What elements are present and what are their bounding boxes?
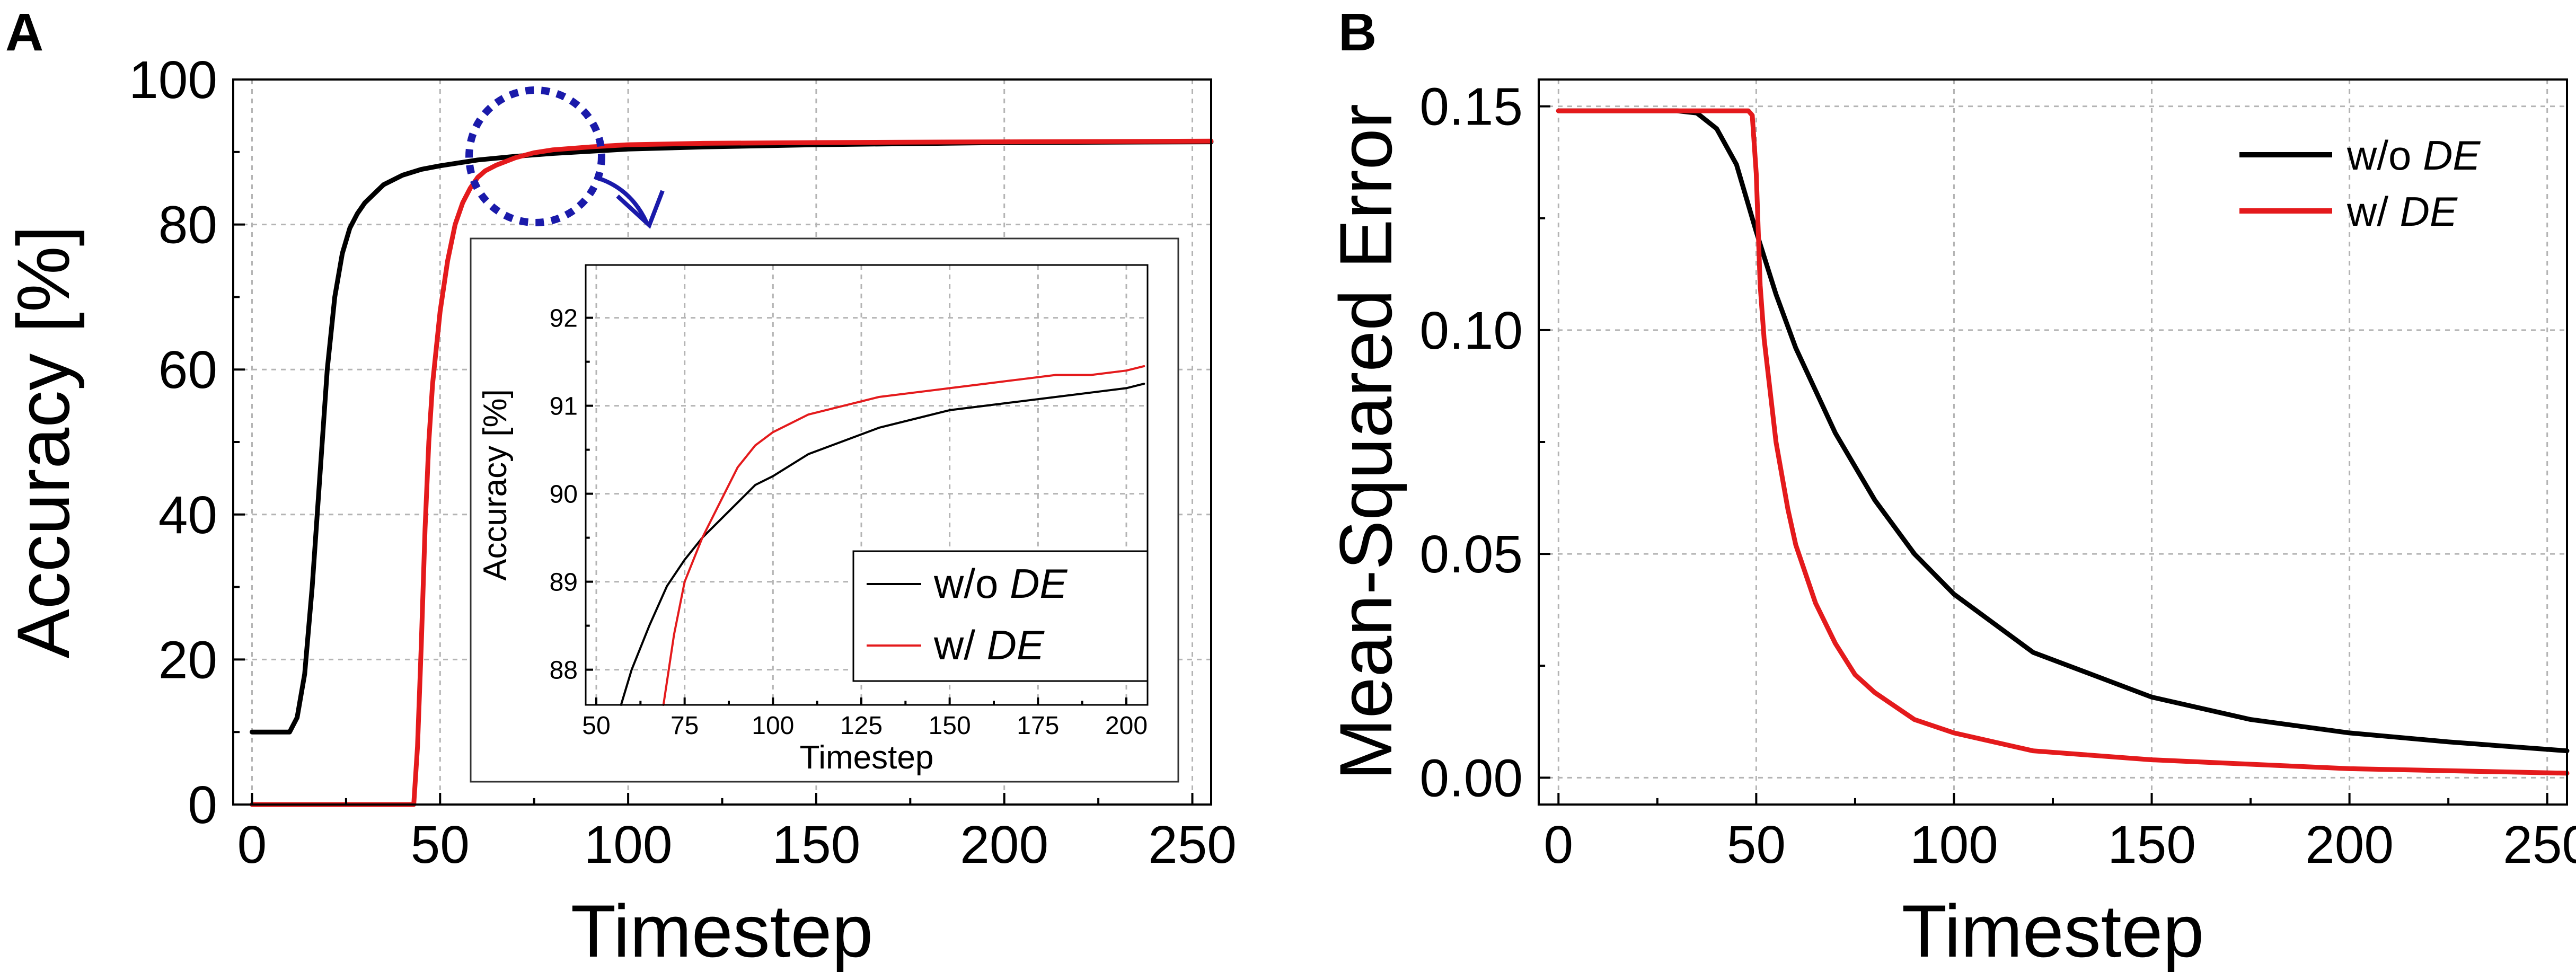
inset-xtick-label: 100: [752, 712, 794, 740]
inset-legend-with-de-suffix: DE: [987, 622, 1045, 668]
panel-a-ytick-label: 60: [158, 340, 217, 400]
inset-ytick-label: 90: [550, 481, 578, 509]
panel-a-inset: 50 75 100 125 150 175 200 88 89 90 91 92 Timestep A…: [470, 237, 1179, 783]
inset-ytick-label: 92: [550, 305, 578, 333]
panel-b-label: B: [1338, 3, 1377, 62]
inset-ytick-label: 91: [550, 393, 578, 421]
inset-line-with-de: [662, 365, 1145, 706]
panel-b-ytick-label: 0.05: [1419, 525, 1523, 584]
inset-ticks: 50 75 100 125 150 175 200 88 89 90 91 92: [550, 305, 1148, 740]
panel-b-series: [1556, 108, 2570, 776]
inset-ytick-label: 88: [550, 657, 578, 685]
inset-xtick-label: 75: [671, 712, 699, 740]
zoom-arrowhead: [616, 190, 665, 229]
panel-a: A 0 50 100 150 200 250 0 20 40 60 80 100 Timestep A…: [2, 3, 1237, 972]
legend-without-de-prefix: w/o: [2346, 132, 2423, 179]
inset-legend-box: [852, 550, 1149, 682]
inset-line-without-de: [620, 383, 1145, 706]
inset-legend-label-without-de: w/o DE: [933, 560, 1068, 607]
panel-b-ytick-label: 0.15: [1419, 77, 1523, 137]
panel-b-xtick-label: 0: [1543, 815, 1573, 874]
panel-a-ticks: 0 50 100 150 200 250 0 20 40 60 80 100: [129, 50, 1237, 874]
panel-b-line-with-de: [1556, 108, 2570, 776]
inset-xtick-label: 200: [1105, 712, 1148, 740]
panel-b-ytick-label: 0.00: [1419, 748, 1523, 808]
inset-xtick-label: 50: [582, 712, 610, 740]
panel-a-ytick-label: 40: [158, 485, 217, 545]
panel-a-annotation: [465, 86, 665, 229]
panel-a-line-with-de: [250, 138, 1214, 807]
zoom-circle: [465, 86, 605, 226]
panel-b-legend: w/o DE w/ DE: [2239, 132, 2481, 235]
panel-b-xtick-label: 250: [2503, 815, 2576, 874]
panel-a-xtick-label: 50: [411, 815, 470, 874]
legend-with-de-suffix: DE: [2400, 188, 2458, 235]
inset-legend-without-de-prefix: w/o: [933, 560, 1010, 607]
inset-legend-without-de-suffix: DE: [1010, 560, 1068, 607]
panel-b-xlabel: Timestep: [1902, 889, 2204, 972]
inset-legend: w/o DE w/ DE: [852, 550, 1149, 682]
inset-ytick-label: 89: [550, 569, 578, 597]
inset-xlabel: Timestep: [800, 739, 934, 776]
panel-a-xtick-label: 250: [1148, 815, 1237, 874]
panel-b-grid: [1539, 79, 2567, 805]
panel-b-xtick-label: 150: [2107, 815, 2196, 874]
inset-frame: [585, 264, 1149, 706]
inset-series: [620, 365, 1145, 706]
panel-a-line-without-de: [250, 139, 1214, 735]
panel-a-xtick-label: 150: [772, 815, 860, 874]
panel-b-line-without-de: [1556, 108, 2570, 754]
inset-ylabel: Accuracy [%]: [477, 389, 514, 581]
legend-label-without-de: w/o DE: [2346, 132, 2481, 179]
panel-a-ytick-label: 0: [188, 775, 217, 835]
panel-b-xtick-label: 100: [1910, 815, 1998, 874]
panel-a-xtick-label: 0: [237, 815, 267, 874]
panel-a-xlabel: Timestep: [571, 889, 874, 972]
panel-b: B 0 50 100 150 200 250 0.00 0.05 0.10 0.15 Timest…: [1324, 3, 2576, 972]
legend-with-de-prefix: w/: [2346, 188, 2400, 235]
inset-xtick-label: 150: [929, 712, 971, 740]
panel-b-xtick-label: 200: [2305, 815, 2394, 874]
panel-b-ticks: 0 50 100 150 200 250 0.00 0.05 0.10 0.15: [1419, 77, 2576, 874]
panel-a-xtick-label: 200: [960, 815, 1048, 874]
zoom-arrow: [595, 175, 649, 224]
legend-label-with-de: w/ DE: [2346, 188, 2458, 235]
legend-without-de-suffix: DE: [2423, 132, 2481, 179]
inset-legend-label-with-de: w/ DE: [933, 622, 1045, 668]
inset-box: [470, 237, 1179, 783]
inset-legend-with-de-prefix: w/: [933, 622, 987, 668]
panel-a-ylabel: Accuracy [%]: [2, 226, 85, 659]
panel-a-ytick-label: 80: [158, 196, 217, 255]
inset-xtick-label: 175: [1017, 712, 1059, 740]
inset-xtick-label: 125: [840, 712, 883, 740]
panel-a-xtick-label: 100: [584, 815, 673, 874]
panel-b-ylabel: Mean-Squared Error: [1324, 104, 1407, 780]
panel-b-ytick-label: 0.10: [1419, 301, 1523, 360]
panel-a-ytick-label: 20: [158, 630, 217, 690]
panel-a-series: [250, 138, 1214, 807]
panel-b-xtick-label: 50: [1727, 815, 1786, 874]
panel-a-ytick-label: 100: [129, 50, 217, 110]
panel-a-label: A: [5, 3, 43, 62]
